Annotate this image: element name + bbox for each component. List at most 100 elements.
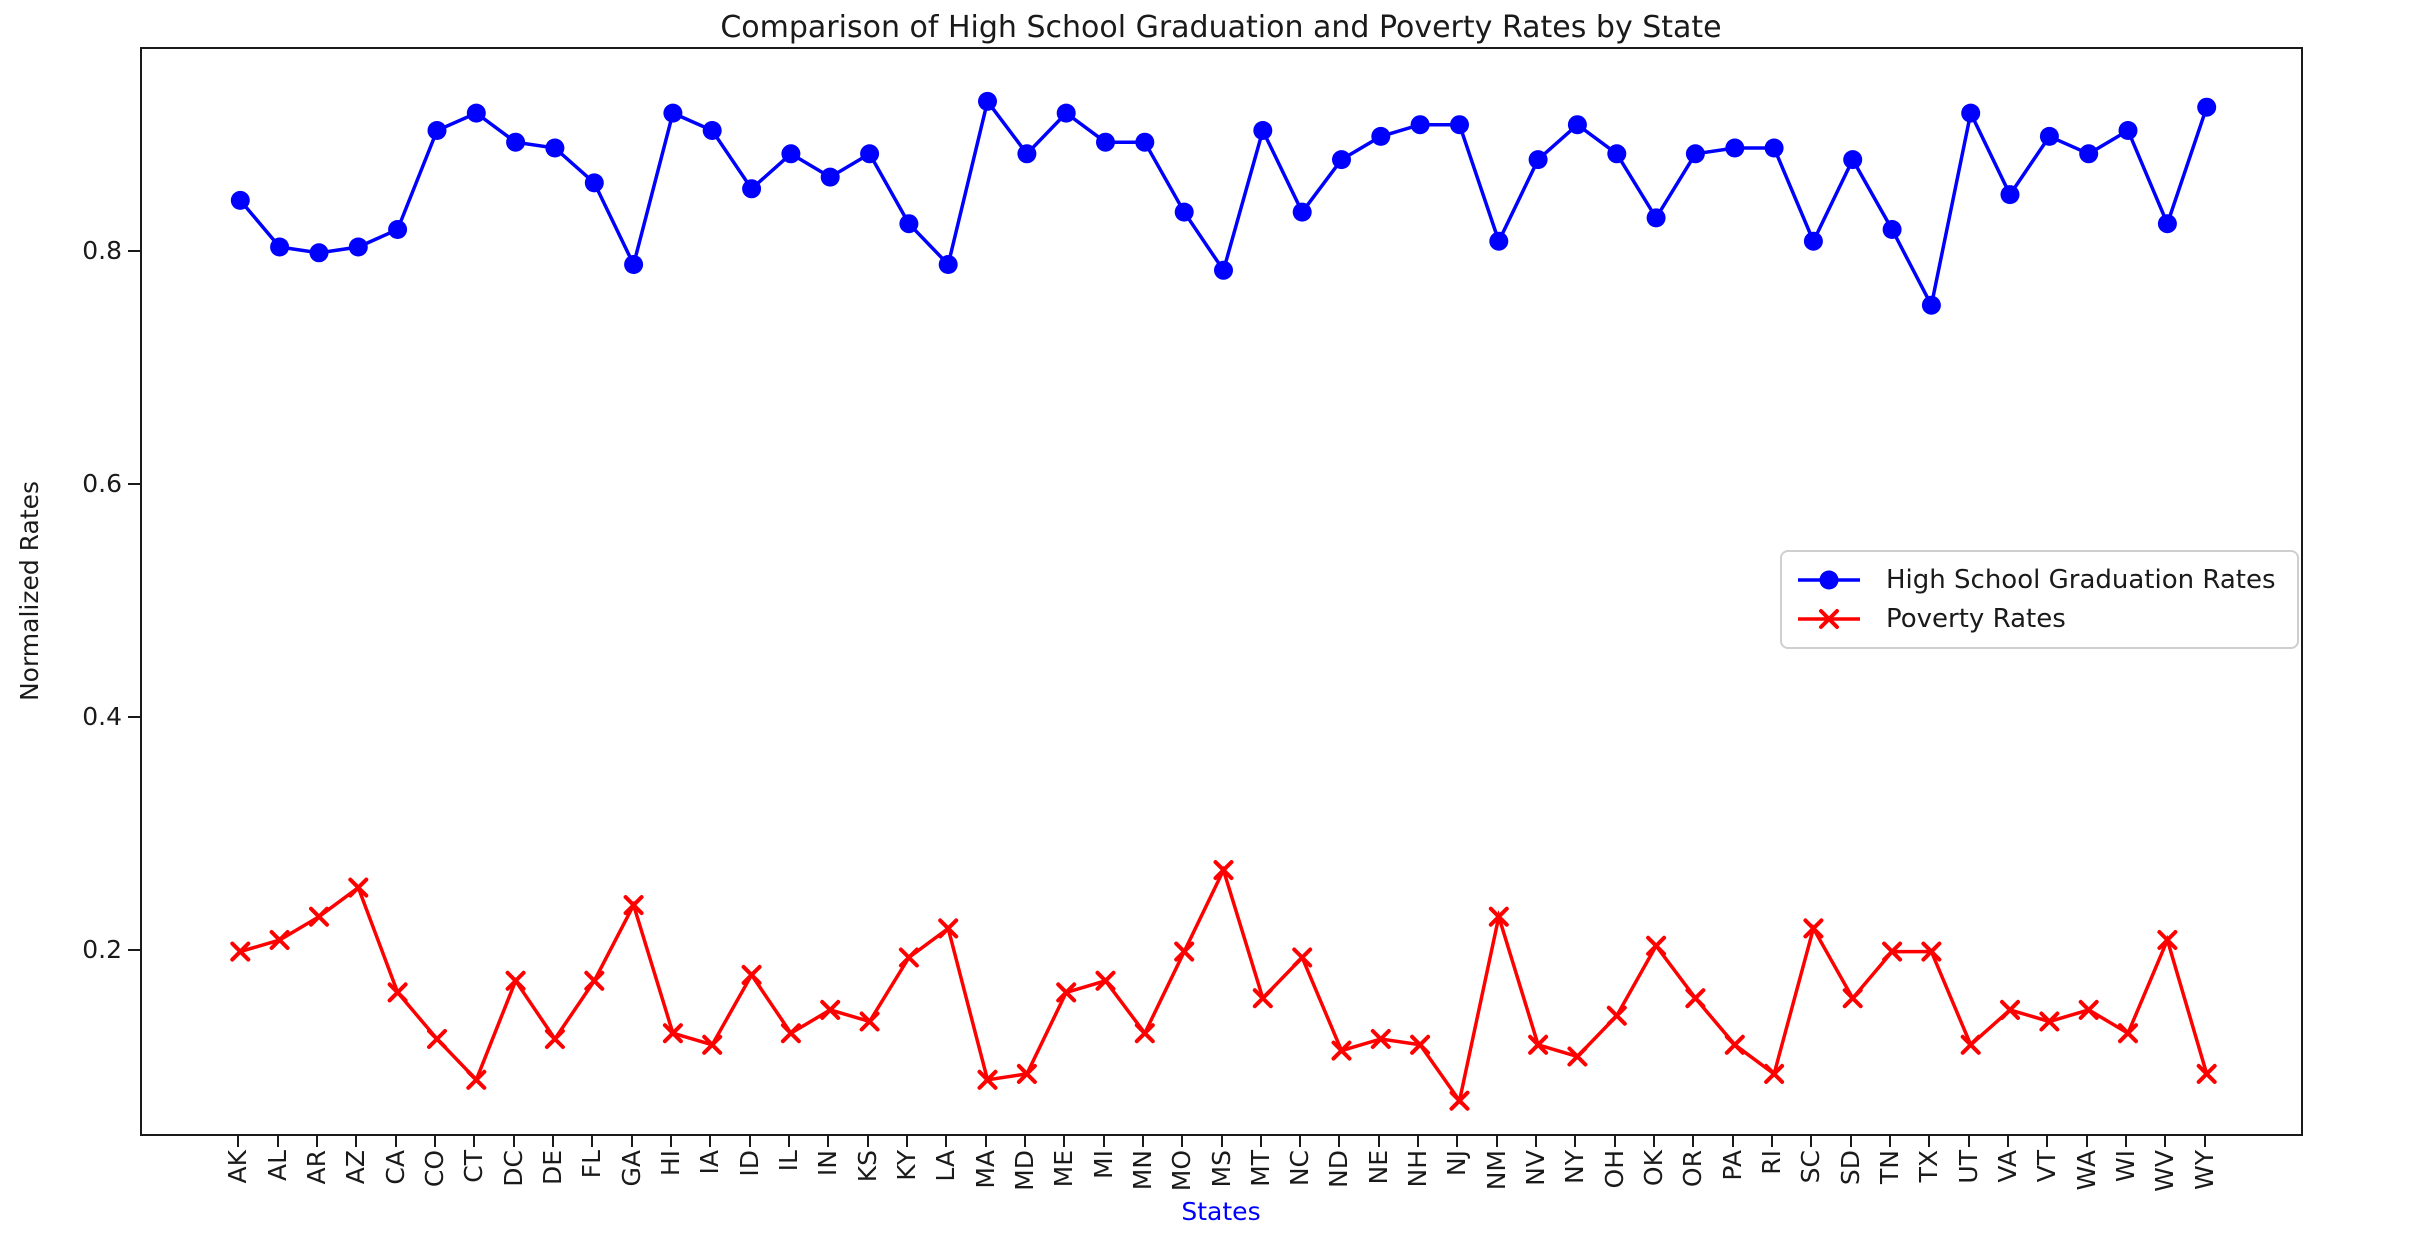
x-tick-label: VA <box>1993 1150 2022 1183</box>
x-tick-label: HI <box>656 1150 685 1177</box>
x-tick-label: WV <box>2150 1150 2179 1192</box>
x-tick-mark <box>591 1136 593 1147</box>
x-tick-label: TN <box>1875 1150 1904 1184</box>
x-tick-mark <box>1614 1136 1616 1147</box>
x-tick-label: FL <box>577 1150 606 1179</box>
x-tick-label: CO <box>420 1150 449 1188</box>
x-tick-mark <box>1221 1136 1223 1147</box>
x-tick-label: CA <box>381 1150 410 1185</box>
x-tick-label: IA <box>695 1150 724 1175</box>
poverty-line-marker-icon <box>1798 609 1860 629</box>
x-tick-mark <box>1103 1136 1105 1147</box>
x-tick-mark <box>513 1136 515 1147</box>
x-tick-mark <box>1732 1136 1734 1147</box>
x-tick-label: GA <box>617 1150 646 1187</box>
x-tick-mark <box>2125 1136 2127 1147</box>
x-tick-label: NV <box>1521 1150 1550 1186</box>
x-tick-label: CT <box>459 1150 488 1183</box>
x-tick-label: DC <box>499 1150 528 1187</box>
chart-title: Comparison of High School Graduation and… <box>720 10 1722 45</box>
y-tick-label: 0.2 <box>82 935 122 964</box>
x-tick-mark <box>1496 1136 1498 1147</box>
x-tick-label: IL <box>774 1150 803 1172</box>
x-tick-label: MA <box>971 1150 1000 1189</box>
x-tick-mark <box>2204 1136 2206 1147</box>
x-tick-mark <box>1142 1136 1144 1147</box>
x-tick-mark <box>473 1136 475 1147</box>
x-tick-label: TX <box>1914 1150 1943 1183</box>
x-tick-mark <box>355 1136 357 1147</box>
x-tick-label: MO <box>1167 1150 1196 1192</box>
x-tick-label: ID <box>735 1150 764 1177</box>
x-tick-mark <box>2086 1136 2088 1147</box>
x-tick-label: DE <box>538 1150 567 1186</box>
x-axis-label: States <box>1181 1197 1261 1226</box>
x-tick-label: WI <box>2111 1150 2140 1183</box>
x-tick-label: PA <box>1718 1150 1747 1181</box>
x-tick-mark <box>1810 1136 1812 1147</box>
x-tick-mark <box>1535 1136 1537 1147</box>
x-tick-mark <box>1771 1136 1773 1147</box>
y-tick-mark <box>128 949 140 951</box>
x-tick-mark <box>945 1136 947 1147</box>
x-tick-mark <box>1260 1136 1262 1147</box>
x-tick-label: UT <box>1954 1150 1983 1184</box>
chart-canvas <box>230 91 2217 1111</box>
x-tick-label: NH <box>1403 1150 1432 1188</box>
x-tick-label: VT <box>2032 1150 2061 1183</box>
x-tick-mark <box>827 1136 829 1147</box>
x-tick-mark <box>749 1136 751 1147</box>
legend-entry-graduation: High School Graduation Rates <box>1796 565 2283 595</box>
x-tick-label: NE <box>1364 1150 1393 1185</box>
legend: High School Graduation Rates Poverty Rat… <box>1780 550 2299 649</box>
x-tick-mark <box>1889 1136 1891 1147</box>
x-tick-mark <box>316 1136 318 1147</box>
y-tick-mark <box>128 483 140 485</box>
x-tick-mark <box>1024 1136 1026 1147</box>
x-tick-label: LA <box>931 1150 960 1182</box>
x-tick-label: ME <box>1049 1150 1078 1188</box>
x-tick-mark <box>395 1136 397 1147</box>
x-tick-mark <box>277 1136 279 1147</box>
x-tick-label: MT <box>1246 1150 1275 1187</box>
x-tick-label: MI <box>1089 1150 1118 1179</box>
x-tick-mark <box>1378 1136 1380 1147</box>
x-tick-label: RI <box>1757 1150 1786 1175</box>
x-tick-label: AZ <box>341 1150 370 1185</box>
x-tick-mark <box>237 1136 239 1147</box>
x-tick-mark <box>631 1136 633 1147</box>
x-tick-label: OH <box>1600 1150 1629 1189</box>
x-tick-label: KY <box>892 1150 921 1181</box>
x-tick-mark <box>709 1136 711 1147</box>
y-tick-label: 0.8 <box>82 236 122 265</box>
legend-label-poverty: Poverty Rates <box>1886 604 2066 634</box>
x-tick-label: AK <box>223 1150 252 1184</box>
legend-label-graduation: High School Graduation Rates <box>1886 565 2276 595</box>
x-tick-label: NM <box>1482 1150 1511 1191</box>
y-tick-mark <box>128 250 140 252</box>
y-axis-label: Normalized Rates <box>15 480 44 702</box>
x-tick-mark <box>867 1136 869 1147</box>
x-tick-label: SD <box>1836 1150 1865 1186</box>
x-tick-mark <box>906 1136 908 1147</box>
x-tick-label: WY <box>2190 1150 2219 1190</box>
x-tick-label: OR <box>1678 1150 1707 1188</box>
x-tick-label: ND <box>1324 1150 1353 1188</box>
x-tick-mark <box>2007 1136 2009 1147</box>
x-tick-mark <box>2164 1136 2166 1147</box>
x-tick-label: MS <box>1207 1150 1236 1188</box>
x-tick-mark <box>1653 1136 1655 1147</box>
x-tick-mark <box>670 1136 672 1147</box>
x-tick-mark <box>788 1136 790 1147</box>
x-tick-mark <box>985 1136 987 1147</box>
x-tick-mark <box>552 1136 554 1147</box>
x-tick-mark <box>1338 1136 1340 1147</box>
x-tick-mark <box>434 1136 436 1147</box>
x-tick-mark <box>1928 1136 1930 1147</box>
graduation-line-marker-icon <box>1798 570 1860 590</box>
x-tick-mark <box>1692 1136 1694 1147</box>
x-tick-mark <box>1574 1136 1576 1147</box>
x-tick-label: AL <box>263 1150 292 1182</box>
x-tick-label: OK <box>1639 1150 1668 1187</box>
